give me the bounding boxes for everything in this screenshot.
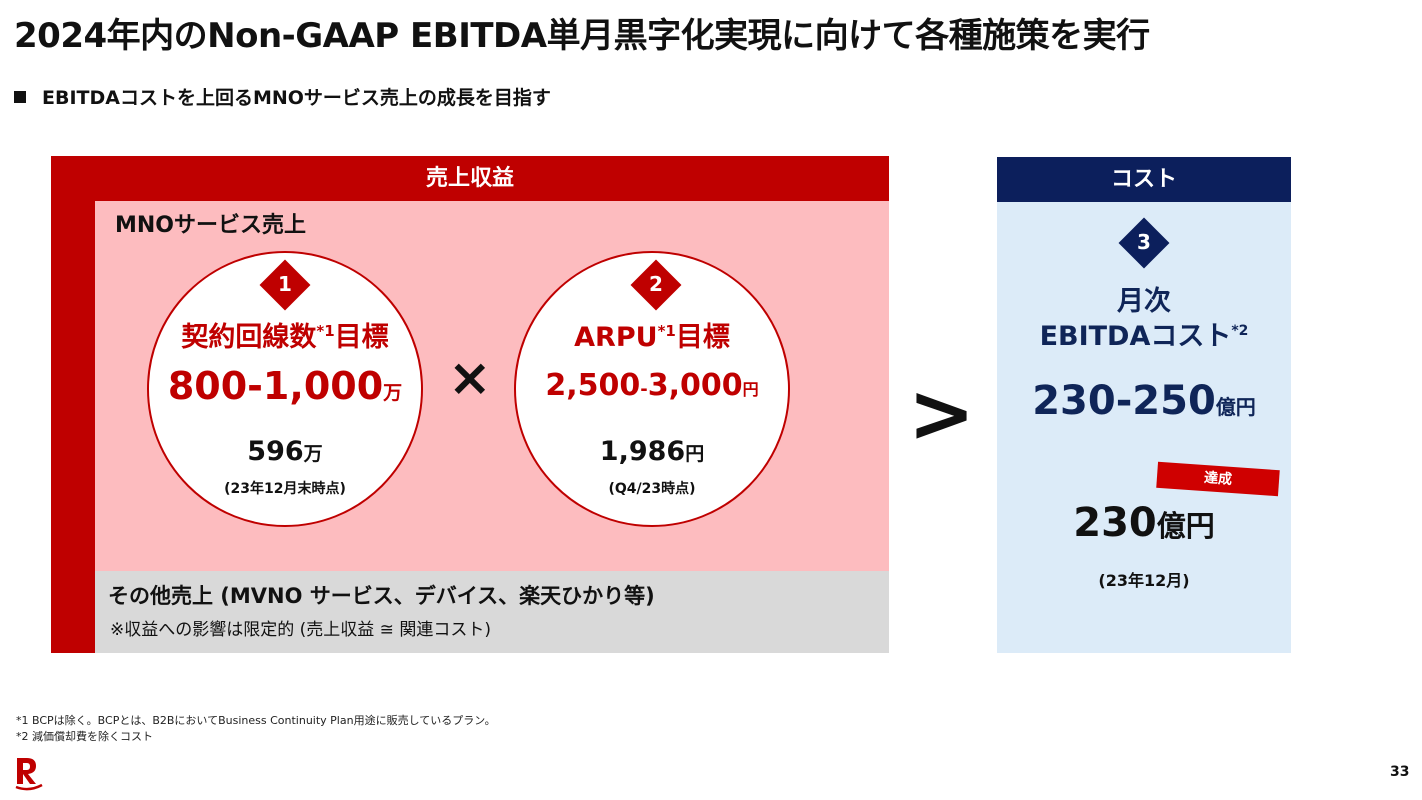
- subscriber-target-unit: 万: [383, 382, 403, 404]
- subscriber-current-value: 596万: [147, 436, 423, 467]
- subscriber-target-value: 800-1,000万: [147, 364, 423, 408]
- cost-achieved-note: (23年12月): [1098, 571, 1190, 590]
- cost-achieved-number: 230: [1073, 500, 1157, 546]
- arpu-target-low: 2,500: [545, 368, 641, 403]
- revenue-header: 売上収益: [51, 156, 889, 201]
- subscriber-label-suffix: 目標: [334, 322, 389, 353]
- footnote-2: *2 減価償却費を除くコスト: [16, 730, 153, 743]
- multiply-symbol: ×: [448, 348, 492, 408]
- cost-target-number: 230-250: [1032, 378, 1216, 424]
- subscriber-current-unit: 万: [303, 443, 323, 465]
- subscriber-current-note: (23年12月末時点): [224, 481, 346, 497]
- arpu-footnote-ref: *1: [657, 322, 676, 340]
- cost-label-text: EBITDAコスト: [1039, 321, 1232, 352]
- step-3-number: 3: [1137, 230, 1151, 254]
- page-number: 33: [1390, 764, 1410, 780]
- footnote-1: *1 BCPは除く。BCPとは、B2BにおいてBusiness Continui…: [16, 714, 496, 727]
- arpu-current-value: 1,986円: [514, 436, 790, 467]
- subscriber-current-number: 596: [247, 436, 304, 467]
- subscriber-target-number: 800-1,000: [167, 364, 384, 408]
- arpu-label-text: ARPU: [574, 322, 658, 353]
- other-revenue-note: ※収益への影響は限定的 (売上収益 ≅ 関連コスト): [110, 620, 491, 640]
- step-1-number: 1: [278, 272, 292, 296]
- arpu-target-unit: 円: [742, 380, 759, 399]
- cost-label-monthly: 月次: [1117, 286, 1171, 317]
- arpu-target-dash: -: [640, 379, 648, 400]
- rakuten-logo-icon: [15, 758, 43, 791]
- cost-target-value: 230-250億円: [997, 378, 1291, 424]
- arpu-target-value: 2,500-3,000円: [514, 368, 790, 403]
- cost-label-ebitda: EBITDAコスト*2: [997, 314, 1291, 353]
- mno-revenue-label: MNOサービス売上: [115, 213, 307, 238]
- subscriber-footnote-ref: *1: [316, 322, 335, 340]
- page-subtitle: EBITDAコストを上回るMNOサービス売上の成長を目指す: [14, 83, 551, 110]
- cost-footnote-ref: *2: [1231, 323, 1249, 339]
- other-revenue-label: その他売上 (MVNO サービス、デバイス、楽天ひかり等): [108, 584, 655, 608]
- arpu-label-suffix: 目標: [675, 322, 730, 353]
- subscriber-target-label: 契約回線数*1目標: [147, 315, 423, 354]
- cost-target-unit: 億円: [1215, 395, 1256, 419]
- revenue-side-bar: [51, 201, 95, 653]
- bullet-square-icon: [14, 91, 26, 103]
- page-title: 2024年内のNon-GAAP EBITDA単月黒字化実現に向けて各種施策を実行: [14, 16, 1150, 56]
- subtitle-text: EBITDAコストを上回るMNOサービス売上の成長を目指す: [42, 87, 551, 109]
- arpu-target-label: ARPU*1目標: [514, 315, 790, 354]
- cost-header: コスト: [997, 157, 1291, 202]
- arpu-current-unit: 円: [685, 443, 705, 465]
- greater-than-symbol: >: [908, 367, 976, 460]
- cost-achieved-value: 230億円: [997, 500, 1291, 546]
- subscriber-label-text: 契約回線数: [181, 322, 317, 353]
- arpu-current-number: 1,986: [599, 436, 686, 467]
- cost-achieved-unit: 億円: [1156, 509, 1215, 543]
- other-revenue-area: [95, 571, 889, 653]
- cost-area: [997, 202, 1291, 653]
- arpu-current-note: (Q4/23時点): [608, 481, 696, 497]
- step-2-number: 2: [649, 272, 663, 296]
- arpu-target-high: 3,000: [647, 368, 743, 403]
